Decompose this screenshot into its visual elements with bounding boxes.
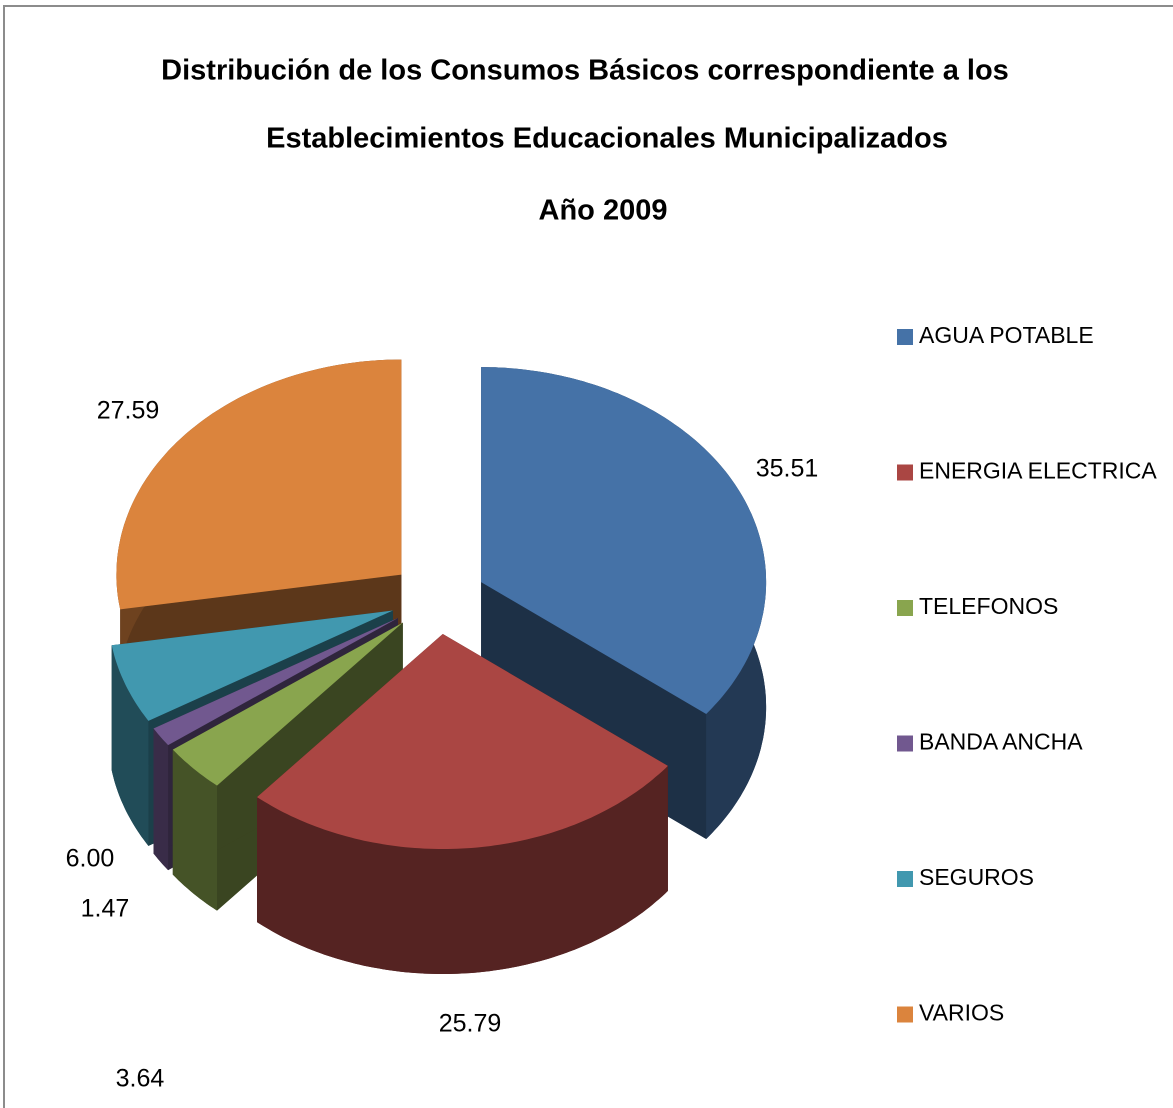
data-label: 3.64 (116, 1065, 165, 1093)
legend-label: SEGUROS (919, 864, 1034, 890)
legend-swatch (897, 329, 913, 345)
legend-swatch (897, 1006, 913, 1023)
slice (111, 610, 393, 721)
chart-title: Distribución de los Consumos Básicos cor… (161, 55, 1009, 87)
legend-label: VARIOS (919, 1000, 1004, 1026)
slice (257, 634, 668, 849)
legend-swatch (897, 464, 913, 481)
slice-side (111, 645, 149, 846)
slice (172, 622, 403, 786)
slice-side (172, 622, 403, 875)
legend-swatch (897, 600, 913, 616)
plot: Distribución de los Consumos Básicos cor… (66, 55, 1158, 1093)
data-label: 1.47 (81, 895, 130, 923)
slice (481, 367, 767, 839)
slice-side (257, 765, 668, 974)
slice (153, 618, 398, 746)
data-label: 35.51 (756, 455, 819, 483)
legend-label: BANDA ANCHA (919, 729, 1083, 755)
data-label: 6.00 (66, 845, 115, 873)
slice (481, 367, 767, 714)
slice-side (172, 749, 217, 911)
legend-label: TELEFONOS (919, 593, 1058, 619)
slice-side (153, 728, 169, 871)
legend-swatch (897, 871, 913, 887)
slice (257, 634, 668, 974)
legend-label: AGUA POTABLE (919, 322, 1094, 348)
data-label: 25.79 (439, 1010, 502, 1038)
chart-title: Año 2009 (539, 195, 668, 227)
data-label: 27.59 (97, 397, 160, 425)
legend-label: ENERGIA ELECTRICA (919, 458, 1157, 484)
legend-swatch (897, 735, 913, 752)
slice (116, 359, 402, 610)
chart-title: Establecimientos Educacionales Municipal… (266, 123, 948, 155)
